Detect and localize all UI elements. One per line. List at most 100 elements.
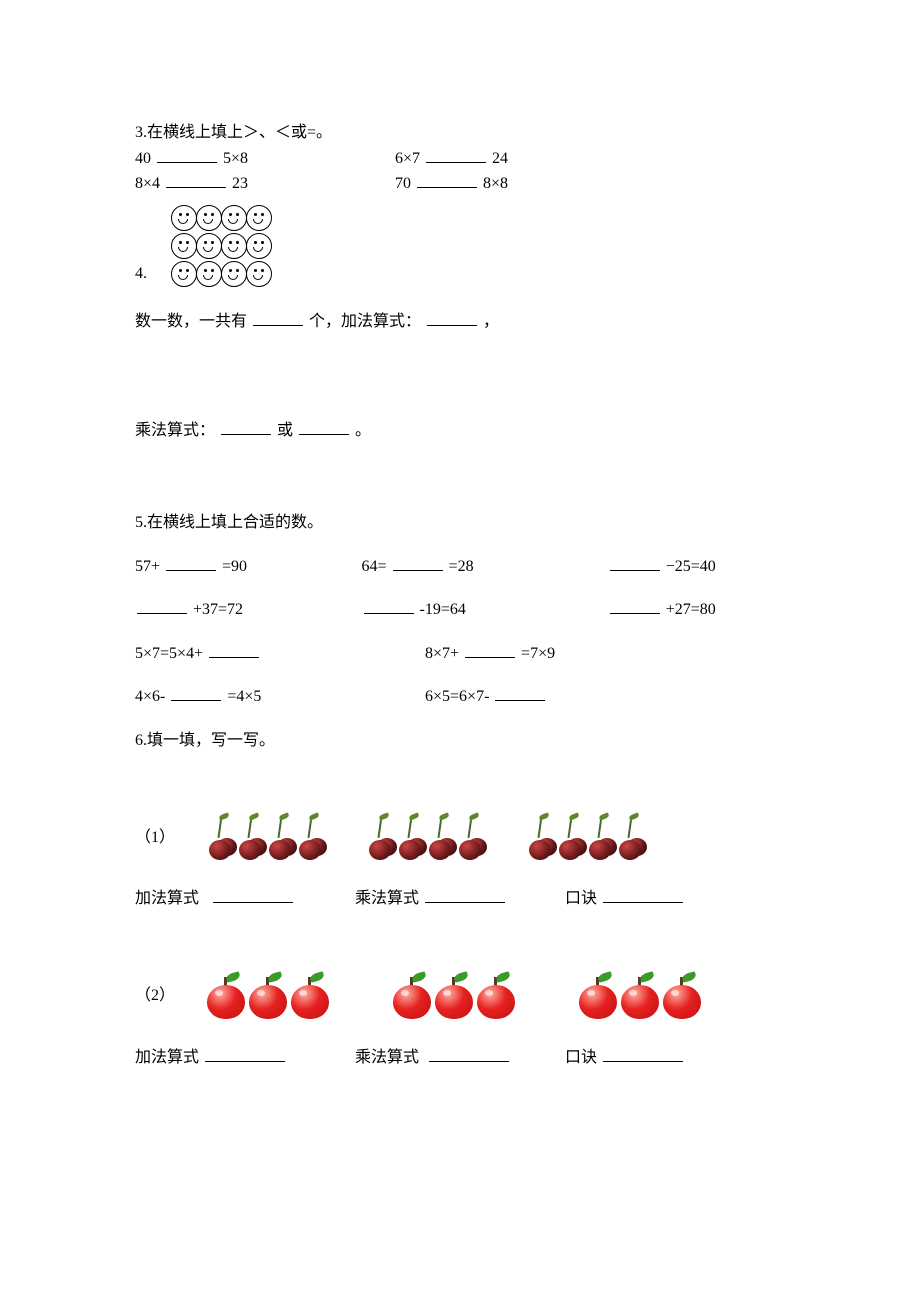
q4-add-blank[interactable]: [427, 325, 477, 326]
q6-add-label: 加法算式: [135, 890, 199, 907]
cherry-icon: [585, 814, 615, 862]
q3-r2a-blank[interactable]: [166, 187, 226, 188]
q5-r1c-post: −25=40: [666, 558, 716, 575]
q5-title: 5.在横线上填上合适的数。: [135, 510, 785, 536]
q6s2-add-blank[interactable]: [205, 1061, 285, 1062]
q3-r1b-blank[interactable]: [426, 162, 486, 163]
q6s2-koujue-label: 口诀: [565, 1049, 597, 1066]
q5-r4b-pre: 6×5=6×7-: [425, 688, 489, 705]
q4-mult-b: 或: [277, 422, 293, 439]
q4-count-line: 数一数，一共有 个，加法算式： ，: [135, 309, 785, 335]
smiley-icon: [221, 233, 247, 259]
q3-r1b-left: 6×7: [395, 150, 420, 167]
q6-title: 6.填一填，写一写。: [135, 728, 785, 754]
q3-r1a-blank[interactable]: [157, 162, 217, 163]
q5-r1c-blank[interactable]: [610, 570, 660, 571]
q5-r3a-pre: 5×7=5×4+: [135, 645, 203, 662]
q5-r1a-pre: 57+: [135, 558, 160, 575]
apple-icon: [289, 971, 331, 1021]
cherry-icon: [425, 814, 455, 862]
q6s1-add-blank[interactable]: [213, 902, 293, 903]
q3-r1a-right: 5×8: [223, 150, 248, 167]
q6s2-koujue-blank[interactable]: [603, 1061, 683, 1062]
apple-icon: [577, 971, 619, 1021]
q5-row3: 5×7=5×4+ 8×7+ =7×9: [135, 641, 785, 667]
q5-r3a-blank[interactable]: [209, 657, 259, 658]
q3-r1b-right: 24: [492, 150, 508, 167]
apple-icon: [391, 971, 433, 1021]
smiley-icon: [246, 205, 272, 231]
smiley-icon: [221, 205, 247, 231]
q5-r1b-post: =28: [449, 558, 474, 575]
smiley-grid: [171, 203, 271, 289]
q4-mult-blank1[interactable]: [221, 434, 271, 435]
q4-count-blank[interactable]: [253, 325, 303, 326]
q4-mult-c: 。: [355, 422, 371, 439]
q3-r2b-blank[interactable]: [417, 187, 477, 188]
q4-mult-a: 乘法算式：: [135, 422, 215, 439]
q6s1-mult-blank[interactable]: [425, 902, 505, 903]
q5-r2c-post: +27=80: [666, 601, 716, 618]
q6-mult-label: 乘法算式: [355, 890, 419, 907]
cherry-icon: [295, 814, 325, 862]
q4-text-c: ，: [483, 313, 499, 330]
q5-r2c-blank[interactable]: [610, 613, 660, 614]
q6-sub1-row: （1）: [135, 814, 785, 862]
q3-row2: 8×4 23 70 8×8: [135, 171, 785, 197]
cherry-icon: [235, 814, 265, 862]
q5-r4a-post: =4×5: [227, 688, 261, 705]
smiley-row: [171, 261, 271, 287]
q5-r1a-blank[interactable]: [166, 570, 216, 571]
smiley-icon: [196, 205, 222, 231]
q5-r2a-post: +37=72: [193, 601, 243, 618]
cherry-icon: [615, 814, 645, 862]
smiley-icon: [171, 205, 197, 231]
q4-block: 4.: [135, 197, 785, 291]
apple-group: [577, 971, 703, 1021]
cherry-icon: [525, 814, 555, 862]
q5-r1b-blank[interactable]: [393, 570, 443, 571]
smiley-icon: [196, 261, 222, 287]
q5-r4b-blank[interactable]: [495, 700, 545, 701]
apple-icon: [433, 971, 475, 1021]
cherry-group: [365, 814, 485, 862]
q6s2-mult-blank[interactable]: [429, 1061, 509, 1062]
q4-label: 4.: [135, 261, 147, 287]
q5-r1b-pre: 64=: [362, 558, 387, 575]
q6-sub1-label: （1）: [135, 825, 185, 851]
q5-r3b-blank[interactable]: [465, 657, 515, 658]
q5-r2b-blank[interactable]: [364, 613, 414, 614]
q4-mult-blank2[interactable]: [299, 434, 349, 435]
q5-r1a-post: =90: [222, 558, 247, 575]
cherry-icon: [395, 814, 425, 862]
smiley-icon: [171, 261, 197, 287]
apple-icon: [247, 971, 289, 1021]
cherry-group: [525, 814, 645, 862]
q3-title: 3.在横线上填上＞、＜或=。: [135, 120, 785, 146]
q5-r4a-blank[interactable]: [171, 700, 221, 701]
q6-koujue-label: 口诀: [565, 890, 597, 907]
smiley-icon: [221, 261, 247, 287]
q3-row1: 40 5×8 6×7 24: [135, 146, 785, 172]
q4-mult-line: 乘法算式： 或 。: [135, 418, 785, 444]
q4-text-b: 个，加法算式：: [309, 313, 421, 330]
q5-row1: 57+ =90 64= =28 −25=40: [135, 554, 785, 580]
apple-icon: [205, 971, 247, 1021]
q6s2-add-label: 加法算式: [135, 1049, 199, 1066]
cherry-container: [205, 814, 685, 862]
q6-sub2-answers: 加法算式 乘法算式 口诀: [135, 1045, 785, 1071]
smiley-icon: [246, 233, 272, 259]
q6s1-koujue-blank[interactable]: [603, 902, 683, 903]
apple-icon: [661, 971, 703, 1021]
q4-text-a: 数一数，一共有: [135, 313, 247, 330]
q5-r4a-pre: 4×6-: [135, 688, 165, 705]
q5-row4: 4×6- =4×5 6×5=6×7-: [135, 684, 785, 710]
cherry-icon: [455, 814, 485, 862]
smiley-icon: [196, 233, 222, 259]
q6-sub1-answers: 加法算式 乘法算式 口诀: [135, 886, 785, 912]
cherry-icon: [365, 814, 395, 862]
q5-r3b-pre: 8×7+: [425, 645, 459, 662]
q5-r2a-blank[interactable]: [137, 613, 187, 614]
q5-r3b-post: =7×9: [521, 645, 555, 662]
q5-r2b-post: -19=64: [420, 601, 466, 618]
